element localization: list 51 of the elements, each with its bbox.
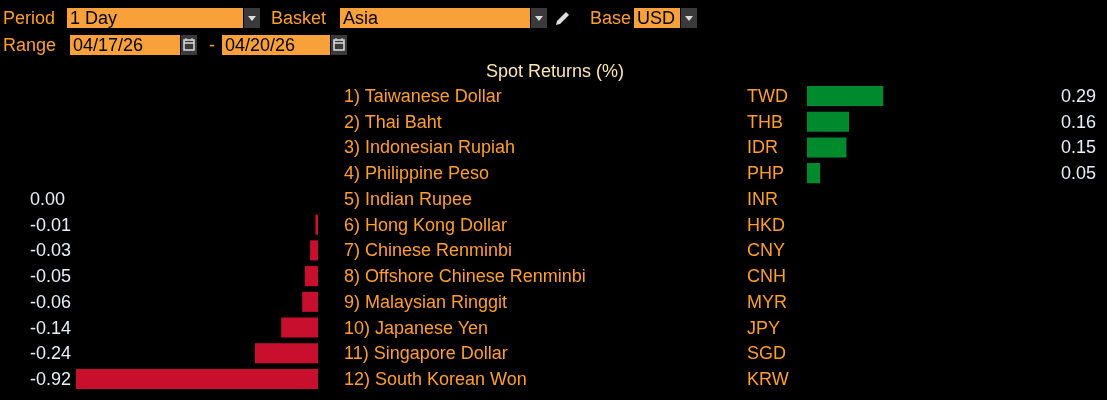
text: 04/17/26 — [70, 35, 180, 55]
y-tick-label: 10) Japanese Yen — [344, 318, 489, 338]
y-tick-label: 4) Philippine Peso — [344, 163, 490, 183]
data-label: 0.15 — [1061, 137, 1097, 157]
data-label: 0.05 — [1061, 163, 1097, 183]
bar — [807, 111, 850, 132]
text: CNH — [747, 266, 786, 286]
text: TWD — [747, 86, 788, 106]
text: Basket — [271, 8, 327, 28]
text: JPY — [747, 318, 781, 338]
text: THB — [747, 112, 783, 132]
y-tick-label: 9) Malaysian Ringgit — [344, 292, 508, 312]
bar — [807, 137, 847, 158]
text: CNY — [747, 240, 786, 260]
y-tick-label: 7) Chinese Renminbi — [344, 240, 513, 260]
data-label: -0.05 — [30, 266, 72, 286]
y-tick-label: 11) Singapore Dollar — [344, 343, 508, 363]
y-tick-label: 3) Indonesian Rupiah — [344, 137, 516, 157]
text: Period — [3, 8, 56, 28]
text: HKD — [747, 215, 786, 235]
y-tick-label: 6) Hong Kong Dollar — [344, 215, 508, 235]
y-tick-label: 5) Indian Rupee — [344, 189, 473, 209]
data-label: 0.29 — [1061, 86, 1097, 106]
text: PHP — [747, 163, 785, 183]
text: - — [209, 35, 215, 55]
bar — [807, 163, 821, 184]
data-label: -0.92 — [30, 369, 72, 389]
text: Spot Returns (%) — [486, 61, 625, 81]
data-label: 0.16 — [1061, 112, 1097, 132]
data-label: 0.00 — [30, 189, 66, 209]
text: IDR — [747, 137, 778, 157]
text: Range — [3, 35, 57, 55]
y-tick-label: 1) Taiwanese Dollar — [344, 86, 502, 106]
y-tick-label: 8) Offshore Chinese Renminbi — [344, 266, 586, 286]
text: Asia — [340, 8, 530, 28]
text: 04/20/26 — [222, 35, 330, 55]
text: MYR — [747, 292, 787, 312]
data-label: -0.01 — [30, 215, 72, 235]
text: 1 Day — [67, 8, 243, 28]
y-tick-label: 2) Thai Baht — [344, 112, 442, 132]
data-label: -0.14 — [30, 318, 72, 338]
text: USD — [634, 8, 680, 28]
text: INR — [747, 189, 778, 209]
data-label: -0.03 — [30, 240, 72, 260]
y-tick-label: 12) South Korean Won — [344, 369, 527, 389]
text: SGD — [747, 343, 787, 363]
text: KRW — [747, 369, 789, 389]
data-label: -0.06 — [30, 292, 72, 312]
bar — [807, 85, 884, 107]
data-label: -0.24 — [30, 343, 72, 363]
text: Base — [590, 8, 632, 28]
